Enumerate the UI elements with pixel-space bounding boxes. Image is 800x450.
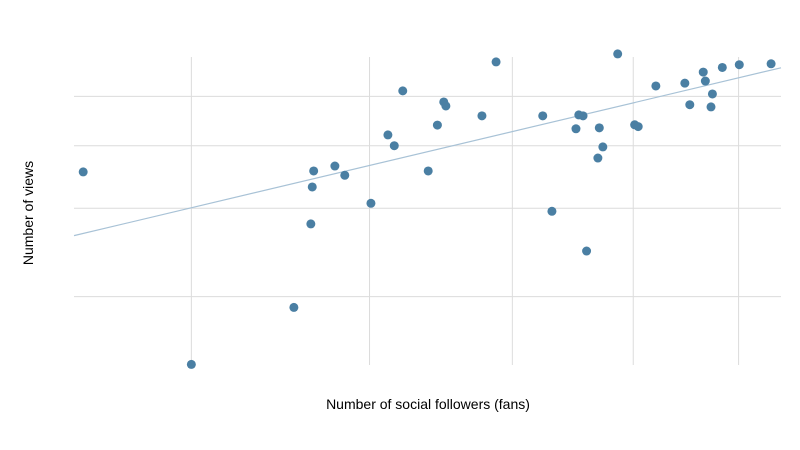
data-point: [538, 111, 548, 121]
data-point: [398, 86, 408, 96]
data-point: [307, 182, 317, 192]
data-point: [432, 120, 442, 130]
data-point: [582, 246, 592, 256]
y-axis-label: Number of views: [20, 161, 36, 265]
data-point: [389, 141, 399, 151]
data-point: [706, 102, 716, 112]
data-point: [766, 59, 776, 69]
data-point: [423, 166, 433, 176]
data-point: [685, 100, 695, 110]
data-point: [477, 111, 487, 121]
data-point: [594, 123, 604, 133]
data-point: [613, 49, 623, 59]
data-point: [734, 60, 744, 70]
data-point: [700, 76, 710, 86]
data-point: [366, 198, 376, 208]
data-point: [289, 302, 299, 312]
data-point: [78, 167, 88, 177]
data-point: [491, 57, 501, 67]
data-point: [383, 130, 393, 140]
data-point: [547, 206, 557, 216]
data-point: [578, 111, 588, 121]
trend-line: [73, 67, 782, 237]
data-point: [598, 142, 608, 152]
data-point: [441, 101, 451, 111]
data-point: [680, 78, 690, 88]
data-points: [78, 49, 776, 369]
data-point: [651, 81, 661, 91]
data-point: [593, 153, 603, 163]
data-point: [717, 62, 727, 72]
data-point: [633, 122, 643, 132]
data-point: [306, 219, 316, 229]
data-point: [707, 89, 717, 99]
trend-line-group: [73, 67, 782, 237]
x-axis-label: Number of social followers (fans): [326, 396, 530, 412]
data-point: [698, 67, 708, 77]
data-point: [571, 124, 581, 134]
data-point: [330, 161, 340, 171]
data-point: [186, 359, 196, 369]
data-point: [340, 170, 350, 180]
data-point: [309, 166, 319, 176]
